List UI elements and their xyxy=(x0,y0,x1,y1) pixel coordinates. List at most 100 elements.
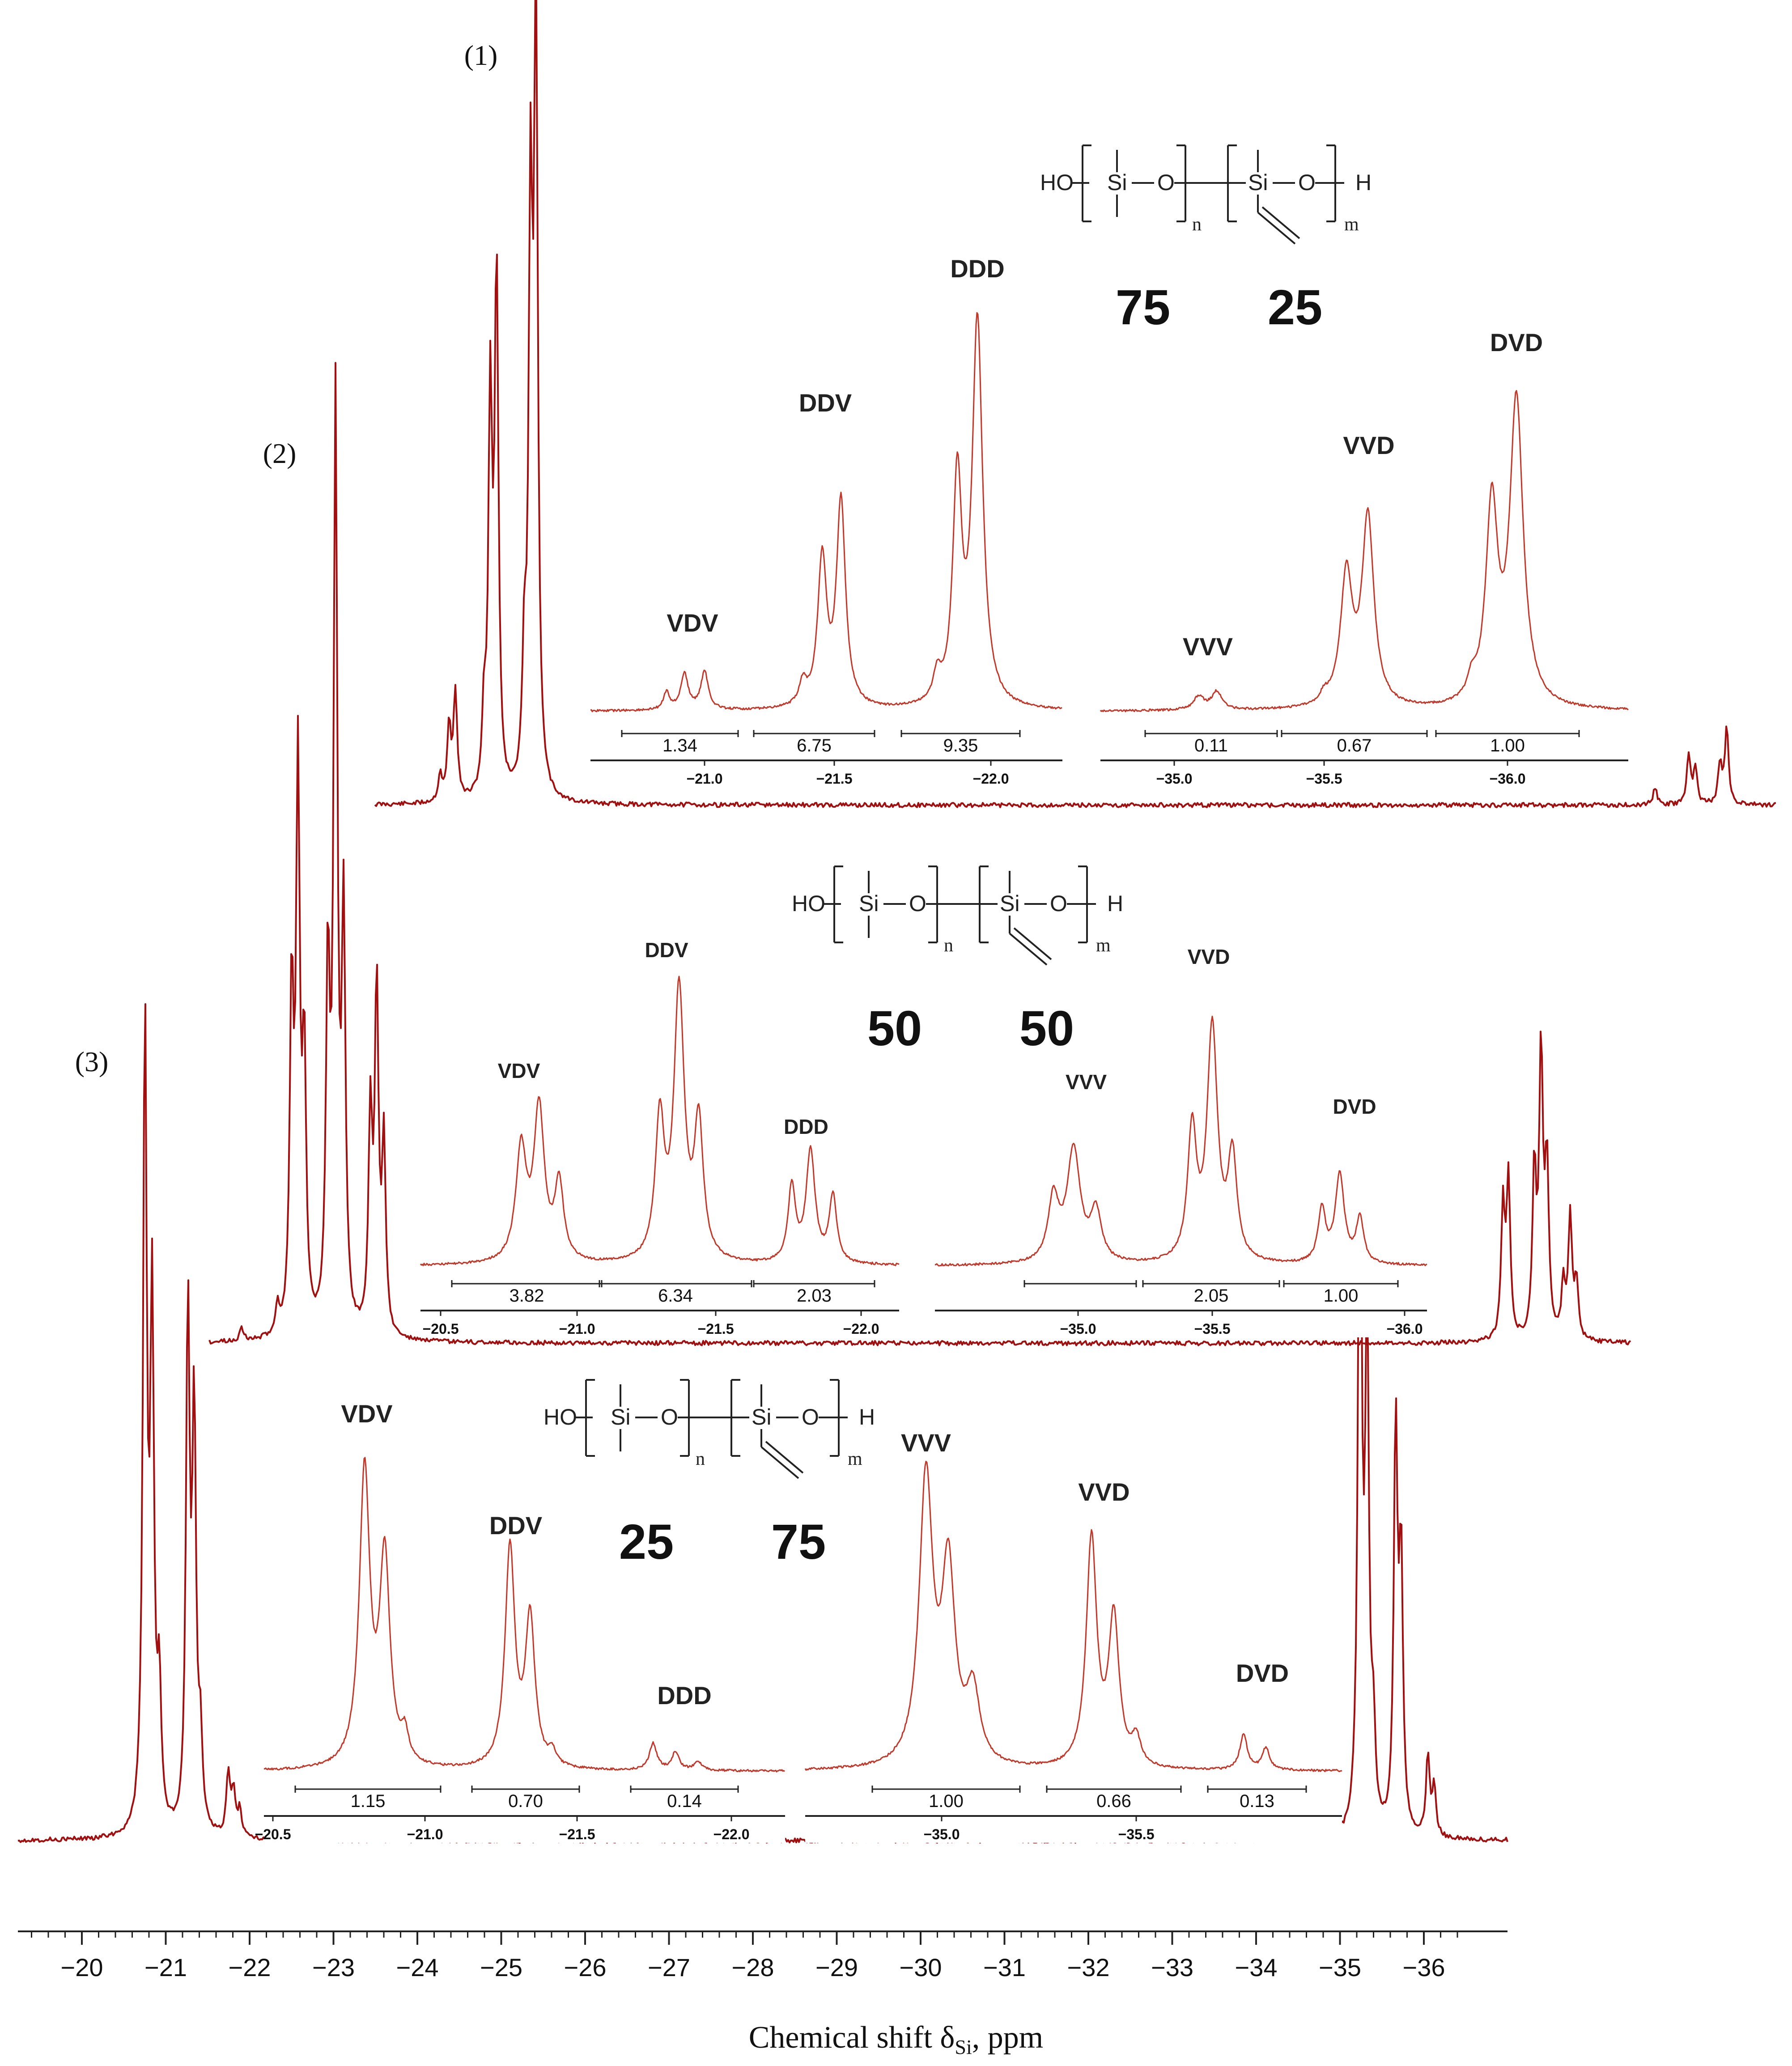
structure-1-bond xyxy=(1257,212,1296,245)
spectrum-1-inset-v-axis-label: −35.5 xyxy=(1306,771,1342,787)
spectrum-3-inset-d-axis-label: −22.0 xyxy=(713,1826,750,1842)
spectrum-2-inset-v-axis-label: −35.5 xyxy=(1194,1321,1231,1337)
spectrum-3-inset-v: 1.00 0.66 0.13 −35.0 −35.5 VVV VVD DVD xyxy=(804,1429,1342,1843)
spectrum-1-inset-d: 1.34 6.75 9.35 −21.0 −21.5 −22.0 VDV DDV DDD xyxy=(590,242,1062,787)
spectrum-2-inset-d: 3.82 6.34 2.03 −20.5 −21.0 −21.5 −22.0 VDV DDV DD… xyxy=(420,930,900,1337)
spectrum-3-inset-d-axis-label: −21.5 xyxy=(559,1826,595,1842)
spectrum-3-label: (3) xyxy=(75,1046,109,1078)
spectrum-1-inset-v-integral-value: 1.00 xyxy=(1490,736,1525,755)
spectrum-3-inset-v-integral-value: 1.00 xyxy=(929,1791,964,1811)
structure-3-text: H xyxy=(859,1404,875,1430)
x-tick-label: −35 xyxy=(1319,1953,1361,1981)
spectrum-3-inset-d-bg xyxy=(264,1396,785,1843)
x-tick-label: −26 xyxy=(564,1953,607,1981)
spectrum-3-inset-v-axis-label: −35.0 xyxy=(924,1826,960,1842)
structure-3-text: O xyxy=(802,1404,819,1430)
spectrum-2-inset-d-axis-label: −20.5 xyxy=(423,1321,459,1337)
spectrum-3-inset-d-axis-label: −21.0 xyxy=(407,1826,443,1842)
structure-2-text: O xyxy=(1050,891,1067,916)
spectrum-1-inset-d-group-label: VDV xyxy=(667,609,718,637)
structure-2-bond xyxy=(1013,927,1052,960)
structure-3-composition-d: 25 xyxy=(619,1515,674,1570)
spectrum-3-inset-d-group-label: DDV xyxy=(489,1511,542,1540)
spectrum-3-inset-v-integral-value: 0.66 xyxy=(1096,1791,1131,1811)
spectrum-1-inset-v-axis-label: −35.0 xyxy=(1156,771,1193,787)
structure-3-text: HO xyxy=(544,1404,577,1430)
spectrum-2-inset-d-axis-label: −21.0 xyxy=(559,1321,595,1337)
structure-2-text: Si xyxy=(859,891,879,916)
structure-1-text: O xyxy=(1157,170,1175,195)
spectrum-1-inset-v-axis-label: −36.0 xyxy=(1490,771,1526,787)
structure-2-composition-v: 50 xyxy=(1019,1001,1074,1056)
spectrum-2-inset-d-axis-label: −22.0 xyxy=(843,1321,879,1337)
structure-1-text: Si xyxy=(1107,170,1127,195)
structure-2-bond xyxy=(1009,933,1048,966)
spectrum-1-inset-d-group-label: DDV xyxy=(799,389,852,417)
spectrum-3-inset-d-integral-value: 0.70 xyxy=(508,1791,543,1811)
spectrum-2-inset-d-integral-value: 2.03 xyxy=(797,1286,832,1306)
structure-3-text: O xyxy=(661,1404,678,1430)
structure-2-composition-d: 50 xyxy=(867,1001,922,1056)
spectrum-2-inset-d-integral-value: 6.34 xyxy=(658,1286,693,1306)
spectrum-2-inset-v-group-label: VVV xyxy=(1066,1070,1107,1094)
structure-1-bond xyxy=(1261,206,1300,239)
spectrum-2-inset-d-group-label: DDV xyxy=(645,938,688,962)
spectrum-2-trace xyxy=(208,362,1631,1346)
spectrum-2-inset-d-integral-value: 3.82 xyxy=(510,1286,544,1306)
structure-2-text: H xyxy=(1107,891,1123,916)
x-tick-label: −20 xyxy=(61,1953,103,1981)
structure-3-text: n xyxy=(696,1449,705,1469)
structure-1-text: m xyxy=(1344,214,1359,235)
spectrum-1-inset-d-bg xyxy=(590,242,1062,787)
spectrum-3-inset-v-trace xyxy=(804,1460,1342,1773)
x-tick-label: −28 xyxy=(732,1953,774,1981)
x-tick-label: −29 xyxy=(815,1953,858,1981)
spectrum-1-label: (1) xyxy=(464,39,498,71)
structure-1-text: n xyxy=(1192,214,1202,235)
spectrum-3-inset-d-group-label: VDV xyxy=(341,1400,392,1428)
spectrum-3-inset-d-group-label: DDD xyxy=(657,1681,711,1710)
spectrum-1-inset-d-integral-value: 1.34 xyxy=(662,736,697,755)
x-axis: −20 −21 −22 −23 −24 −25 −26 −27 −28 −29 −30 −31 −32 −… xyxy=(18,1930,1507,1981)
structure-1-text: HO xyxy=(1040,170,1074,195)
structure-1-text: H xyxy=(1355,170,1372,195)
spectrum-1-inset-d-group-label: DDD xyxy=(950,255,1004,283)
spectrum-2-inset-v-group-label: VVD xyxy=(1188,945,1230,968)
spectrum-1-inset-d-axis-label: −21.0 xyxy=(687,771,723,787)
spectrum-3-inset-v-group-label: VVV xyxy=(901,1429,951,1457)
structure-2-text: O xyxy=(909,891,926,916)
structure-3: HO Si On Si OmH 25 75 xyxy=(544,1379,875,1570)
spectrum-1-inset-v: 0.11 0.67 1.00 −35.0 −35.5 −36.0 VVV VVD DVD xyxy=(1100,322,1629,787)
structure-3-text: m xyxy=(848,1449,862,1469)
structure-3-text: Si xyxy=(611,1404,630,1430)
spectrum-labels: (1) (2) (3) xyxy=(75,39,498,1078)
spectrum-2-inset-v-integral-value: 1.00 xyxy=(1324,1286,1359,1306)
spectrum-3-inset-d-integral-value: 0.14 xyxy=(667,1791,702,1811)
structure-2-text: Si xyxy=(1000,891,1019,916)
spectrum-1-inset-d-trace xyxy=(590,312,1062,713)
structure-3-bond xyxy=(765,1441,804,1474)
spectrum-1-inset-d-axis-label: −21.5 xyxy=(816,771,853,787)
spectrum-2-inset-d-group-label: VDV xyxy=(498,1059,540,1082)
spectrum-3-inset-d-axis-label: −20.5 xyxy=(255,1826,291,1842)
spectrum-1-inset-d-axis-label: −22.0 xyxy=(973,771,1009,787)
spectrum-3-inset-v-group-label: DVD xyxy=(1236,1659,1289,1687)
spectrum-3-inset-v-bg xyxy=(805,1431,1342,1843)
spectrum-3-inset-d-integral-value: 1.15 xyxy=(351,1791,386,1811)
x-tick-label: −32 xyxy=(1067,1953,1110,1981)
spectrum-3-inset-v-integral-value: 0.13 xyxy=(1240,1791,1274,1811)
spectrum-3-inset-v-group-label: VVD xyxy=(1078,1478,1130,1506)
structure-2-text: n xyxy=(944,935,953,956)
x-tick-label: −24 xyxy=(396,1953,439,1981)
spectrum-2-inset-v-trace xyxy=(934,1015,1427,1267)
structure-3-composition-v: 75 xyxy=(771,1515,826,1570)
x-tick-label: −33 xyxy=(1151,1953,1193,1981)
structure-2: HO Si On Si OmH 50 50 xyxy=(792,865,1123,1056)
spectrum-1-inset-v-group-label: VVD xyxy=(1343,431,1394,459)
x-tick-label: −21 xyxy=(144,1953,187,1981)
spectrum-2-inset-v-group-label: DVD xyxy=(1333,1095,1376,1118)
spectrum-2-inset-d-trace xyxy=(420,976,900,1266)
x-tick-label: −27 xyxy=(648,1953,690,1981)
